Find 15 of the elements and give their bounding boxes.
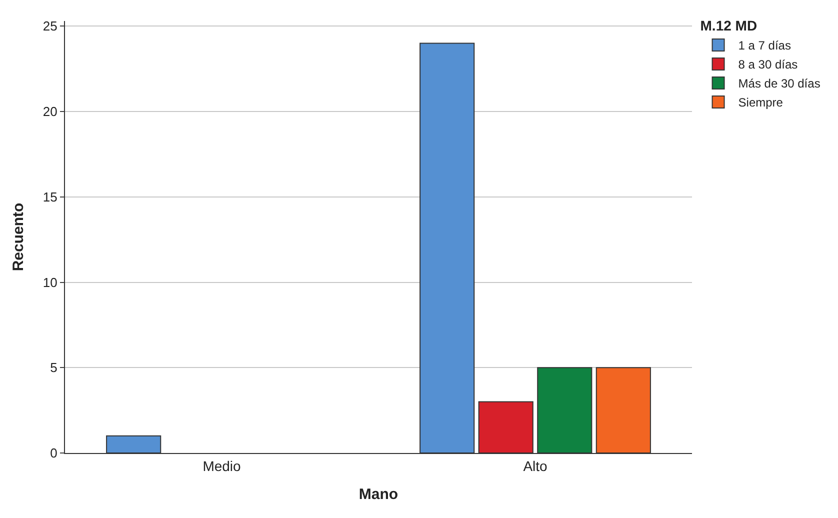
y-tick-label: 15 xyxy=(42,189,58,204)
legend-label: 8 a 30 días xyxy=(738,58,798,72)
y-tick-label: 0 xyxy=(50,446,58,461)
legend-label: Más de 30 días xyxy=(738,76,820,91)
legend-label: Siempre xyxy=(738,96,784,110)
y-tick-label: 10 xyxy=(42,274,58,290)
legend-title: M.12 MD xyxy=(700,18,758,34)
x-axis-title: Mano xyxy=(358,486,398,503)
x-tick-label: Alto xyxy=(523,458,548,474)
y-tick-label: 5 xyxy=(50,360,58,376)
legend-label: 1 a 7 días xyxy=(738,38,791,53)
y-axis-title: Recuento xyxy=(10,202,28,272)
x-tick-label: Medio xyxy=(202,458,242,474)
y-tick-label: 25 xyxy=(42,18,58,34)
y-tick-label: 20 xyxy=(42,104,58,120)
